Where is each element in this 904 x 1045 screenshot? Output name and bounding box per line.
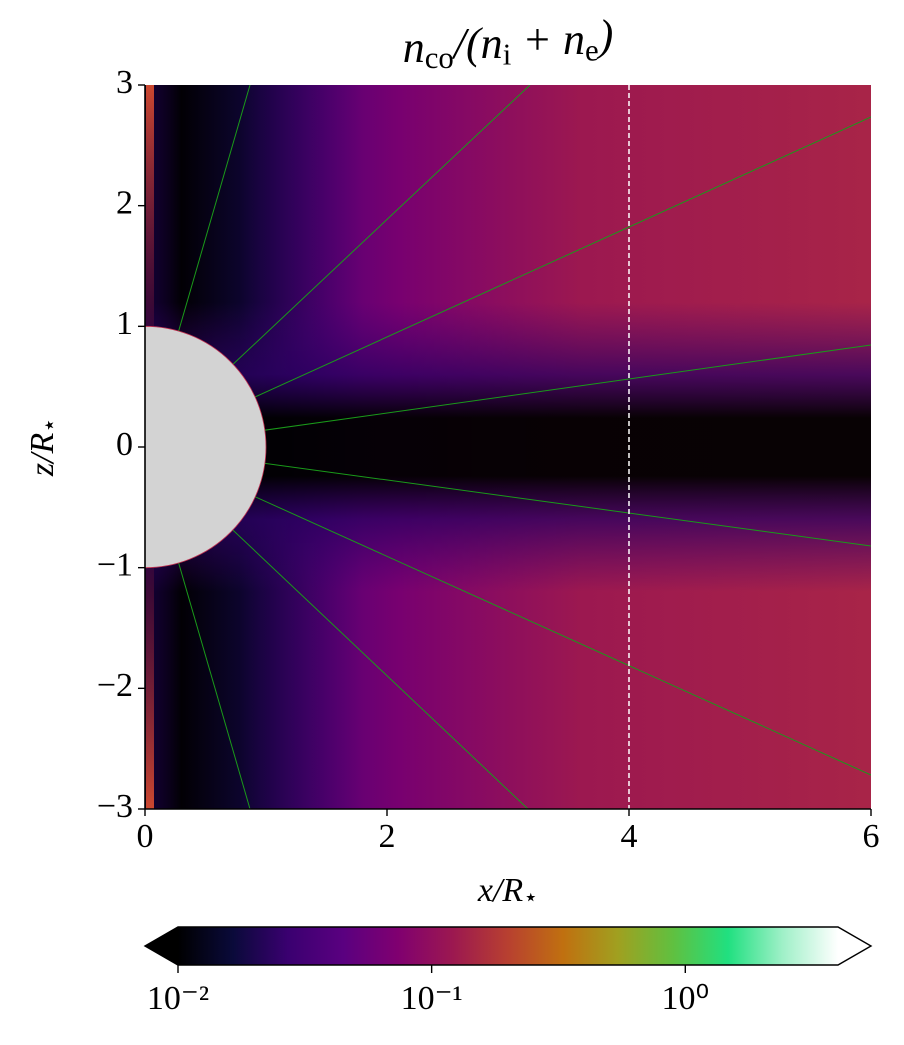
y-axis-label: z/R⋆	[24, 418, 64, 477]
text-part: + n	[511, 15, 585, 64]
text-part: n	[403, 23, 425, 72]
field-line	[145, 116, 871, 448]
chart-title: nco/(ni + ne)	[403, 11, 614, 75]
colorbar-body	[178, 927, 838, 965]
field-line	[145, 446, 871, 776]
text-part: /(n	[451, 19, 503, 68]
y-tick-label: 1	[116, 305, 133, 342]
x-tick-label: 6	[863, 818, 880, 855]
subscript: i	[503, 37, 512, 71]
subscript: ⋆	[523, 886, 538, 912]
y-tick-label: −3	[97, 788, 133, 825]
subscript: e	[585, 33, 599, 67]
colorbar-tick-label: 10⁻¹	[401, 980, 463, 1017]
field-line	[145, 344, 871, 448]
subscript: co	[425, 41, 454, 75]
x-tick-label: 0	[137, 818, 154, 855]
y-tick-label: 3	[116, 64, 133, 101]
y-tick-label: 0	[116, 426, 133, 463]
y-tick-label: −2	[97, 667, 133, 704]
y-tick-label: 2	[116, 184, 133, 221]
colorbar-tick-label: 10⁻²	[147, 980, 209, 1017]
colorbar-outline	[143, 926, 873, 966]
x-tick-label: 2	[379, 818, 396, 855]
y-tick-label: −1	[97, 546, 133, 583]
x-axis-label: x/R⋆	[477, 872, 538, 912]
subscript: ⋆	[38, 418, 64, 433]
text-part: )	[596, 11, 614, 60]
field-line	[145, 446, 871, 547]
star	[144, 325, 267, 569]
colorbar-extend-high	[838, 927, 871, 965]
colorbar-extend-low	[145, 927, 178, 965]
colorbar-tick-label: 10⁰	[661, 980, 709, 1017]
plot-area: 0 2 4 6 −3 −2 −1 0 1 2 3	[97, 64, 880, 855]
text-part: x/R	[477, 872, 524, 909]
text-part: z/R	[24, 433, 61, 478]
heatmap	[145, 85, 871, 809]
x-tick-label: 4	[621, 818, 638, 855]
colorbar: 10⁻² 10⁻¹ 10⁰	[143, 926, 873, 1017]
